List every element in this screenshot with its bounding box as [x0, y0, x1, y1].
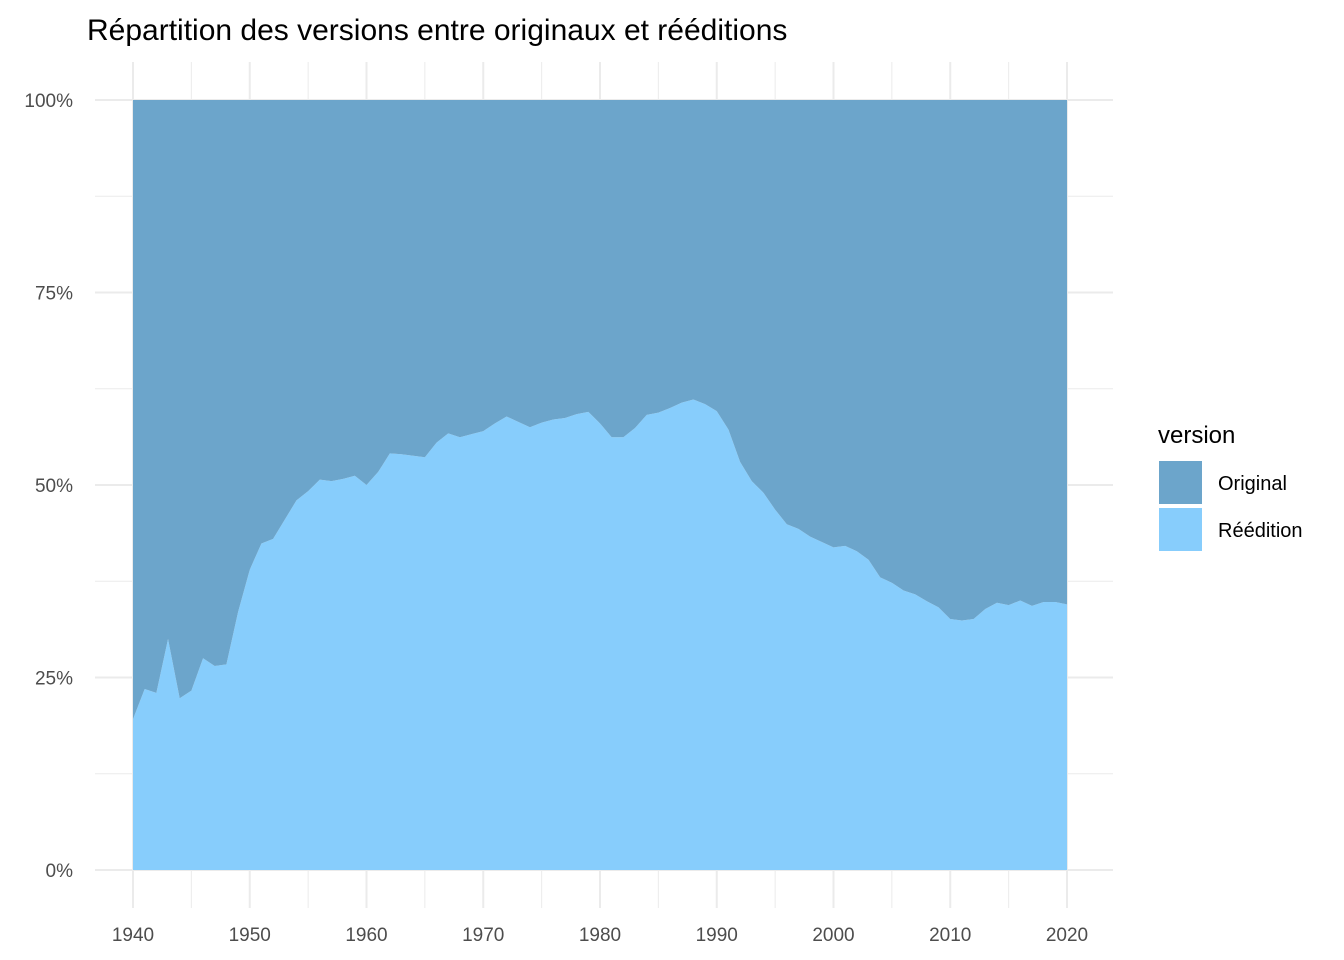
y-tick-label: 100%: [24, 91, 73, 112]
area-original: [133, 100, 1067, 720]
chart-title: Répartition des versions entre originaux…: [87, 14, 787, 47]
legend: version Original Réédition: [1158, 422, 1303, 551]
x-tick-label: 1980: [579, 925, 621, 946]
x-axis-ticks: 1940 1950 1960 1970 1980 1990 2000 2010 2020: [112, 925, 1088, 946]
x-tick-label: 1950: [229, 925, 271, 946]
y-tick-label: 50%: [35, 476, 73, 497]
y-tick-label: 75%: [35, 284, 73, 305]
legend-swatch: [1159, 461, 1202, 504]
x-tick-label: 1990: [696, 925, 738, 946]
x-tick-label: 2020: [1046, 925, 1088, 946]
y-axis-ticks: 0% 25% 50% 75% 100%: [24, 91, 73, 882]
legend-swatch: [1159, 508, 1202, 551]
x-tick-label: 2010: [929, 925, 971, 946]
x-tick-label: 2000: [812, 925, 854, 946]
plot-areas: [133, 100, 1067, 870]
legend-label: Réédition: [1218, 520, 1303, 542]
legend-label: Original: [1218, 473, 1287, 495]
x-tick-label: 1970: [462, 925, 504, 946]
y-tick-label: 25%: [35, 669, 73, 690]
area-reedition: [133, 399, 1067, 870]
x-tick-label: 1960: [345, 925, 387, 946]
legend-title: version: [1158, 422, 1235, 449]
y-tick-label: 0%: [46, 861, 74, 882]
x-tick-label: 1940: [112, 925, 154, 946]
